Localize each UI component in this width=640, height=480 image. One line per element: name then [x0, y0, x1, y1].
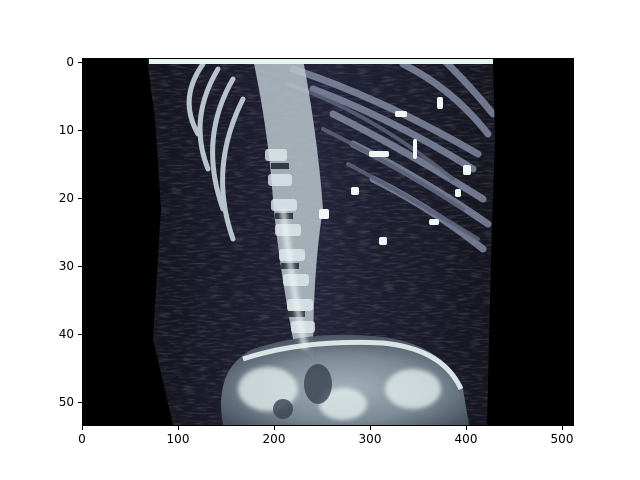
y-tick — [78, 62, 82, 63]
x-tick — [562, 426, 563, 430]
x-tick — [370, 426, 371, 430]
x-tick-label: 500 — [550, 432, 574, 446]
y-tick-label: 40 — [58, 327, 74, 341]
y-tick — [78, 130, 82, 131]
plot-area — [82, 58, 574, 426]
y-tick — [78, 334, 82, 335]
y-tick-label: 30 — [58, 259, 74, 273]
x-tick-label: 200 — [262, 432, 286, 446]
x-tick — [274, 426, 275, 430]
x-tick-label: 300 — [358, 432, 382, 446]
y-tick — [78, 402, 82, 403]
y-tick-label: 50 — [58, 395, 74, 409]
x-tick — [178, 426, 179, 430]
top-artifact-line — [149, 59, 493, 64]
ct-sagittal-image — [83, 59, 573, 425]
y-tick — [78, 198, 82, 199]
x-tick-label: 0 — [78, 432, 86, 446]
x-tick — [466, 426, 467, 430]
x-tick — [82, 426, 83, 430]
x-tick-label: 400 — [454, 432, 478, 446]
x-tick-label: 100 — [166, 432, 190, 446]
y-tick — [78, 266, 82, 267]
y-tick-label: 10 — [58, 123, 74, 137]
y-tick-label: 20 — [58, 191, 74, 205]
y-tick-label: 0 — [66, 55, 74, 69]
